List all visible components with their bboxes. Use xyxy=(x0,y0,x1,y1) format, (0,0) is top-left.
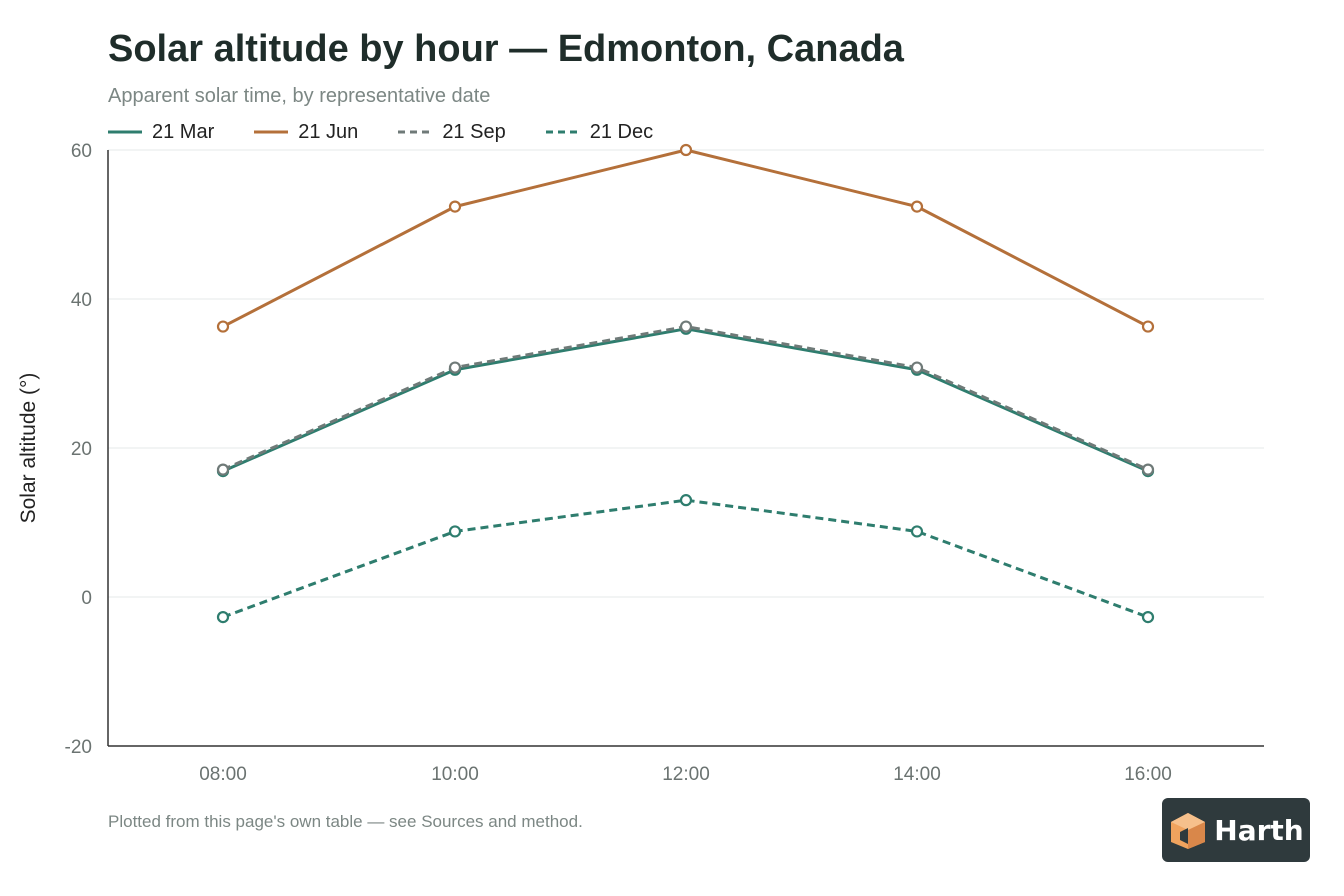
data-point-21-jun[interactable] xyxy=(216,320,230,333)
data-point-21-jun[interactable] xyxy=(1141,320,1155,333)
data-point-21-jun[interactable] xyxy=(448,200,462,213)
data-point-21-sep[interactable] xyxy=(679,320,693,333)
legend-swatch-21-dec xyxy=(545,130,580,134)
data-point-21-dec[interactable] xyxy=(679,494,693,507)
footnote: Plotted from this page's own table — see… xyxy=(108,812,583,831)
data-point-21-jun[interactable] xyxy=(910,200,924,213)
x-tick-label: 12:00 xyxy=(662,764,710,785)
series-line-21-jun xyxy=(222,148,1149,328)
legend-swatch-21-jun xyxy=(254,130,289,134)
legend-item-21-mar[interactable]: 21 Mar xyxy=(108,121,214,144)
data-point-21-sep[interactable] xyxy=(1141,463,1155,476)
legend-item-21-jun[interactable]: 21 Jun xyxy=(254,121,358,144)
data-point-21-sep[interactable] xyxy=(448,361,462,374)
series-21-mar xyxy=(216,322,1155,478)
logo-text: Harth xyxy=(1214,813,1304,847)
house-cube-icon xyxy=(1171,813,1206,849)
data-point-21-dec[interactable] xyxy=(910,525,924,538)
chart-subtitle: Apparent solar time, by representative d… xyxy=(108,85,491,107)
x-tick-label: 14:00 xyxy=(893,764,941,785)
y-tick-label: -20 xyxy=(65,737,92,758)
y-axis-label: Solar altitude (°) xyxy=(17,373,40,524)
series-group xyxy=(216,143,1155,624)
x-tick-labels: 08:00 10:00 12:00 14:00 16:00 xyxy=(199,764,1172,785)
legend-swatch-21-sep xyxy=(398,130,433,134)
data-point-21-dec[interactable] xyxy=(216,611,230,624)
series-line-21-mar xyxy=(222,327,1149,473)
y-tick-labels: -20 0 20 40 60 xyxy=(65,141,92,758)
y-tick-label: 40 xyxy=(71,290,92,311)
axes xyxy=(107,150,1264,747)
legend-label-21-jun: 21 Jun xyxy=(298,120,359,143)
x-tick-label: 10:00 xyxy=(431,764,479,785)
series-21-jun xyxy=(216,143,1155,333)
data-point-21-sep[interactable] xyxy=(216,463,230,476)
data-point-21-jun[interactable] xyxy=(679,143,693,157)
legend-item-21-sep[interactable]: 21 Sep xyxy=(398,120,506,144)
x-tick-label: 16:00 xyxy=(1124,764,1172,785)
legend-label-21-sep: 21 Sep xyxy=(442,120,506,143)
harth-logo[interactable]: Harth xyxy=(1162,798,1310,862)
grid-lines xyxy=(108,149,1264,598)
y-tick-label: 20 xyxy=(71,439,92,460)
x-tick-label: 08:00 xyxy=(199,764,247,785)
data-point-21-dec[interactable] xyxy=(448,525,462,538)
data-point-21-sep[interactable] xyxy=(910,361,924,374)
series-21-dec xyxy=(216,494,1155,624)
y-tick-label: 0 xyxy=(81,588,92,609)
legend-label-21-dec: 21 Dec xyxy=(589,120,654,143)
series-line-21-dec xyxy=(222,498,1149,619)
series-21-sep xyxy=(216,320,1155,476)
data-point-21-dec[interactable] xyxy=(1141,611,1155,624)
legend-item-21-dec[interactable]: 21 Dec xyxy=(545,120,654,144)
chart-legend: 21 Mar 21 Jun 21 Sep 21 Dec xyxy=(108,119,693,145)
chart-title: Solar altitude by hour — Edmonton, Canad… xyxy=(108,28,904,70)
y-tick-label: 60 xyxy=(71,141,92,162)
legend-label-21-mar: 21 Mar xyxy=(152,120,215,143)
legend-swatch-21-mar xyxy=(108,130,142,134)
